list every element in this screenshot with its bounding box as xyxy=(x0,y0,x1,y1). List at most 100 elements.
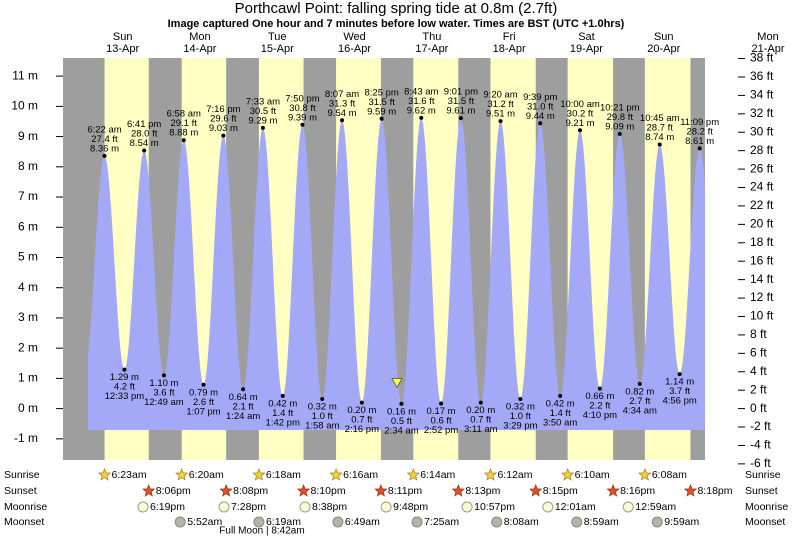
y2-tick-label: 20 ft xyxy=(750,217,774,231)
tide-label: 0.32 m xyxy=(308,401,337,412)
tide-label: 0.66 m xyxy=(585,391,614,402)
sunrise-time: 6:14am xyxy=(420,469,455,481)
day-date: 14-Apr xyxy=(183,43,216,55)
sunrise-time: 6:10am xyxy=(575,469,610,481)
row-label: Sunset xyxy=(4,485,37,497)
tide-extreme xyxy=(558,393,563,398)
tide-label: 0.42 m xyxy=(268,398,297,409)
moonset-time: 6:49am xyxy=(345,516,380,528)
tide-extreme xyxy=(122,367,127,372)
moonrise-icon xyxy=(461,501,473,513)
y-tick-label: 2 m xyxy=(18,340,38,354)
tide-label: 3:29 pm xyxy=(503,420,537,431)
y2-tick-label: 12 ft xyxy=(750,290,774,304)
day-name: Sun xyxy=(113,31,133,43)
tide-label: 3:50 am xyxy=(543,417,577,428)
tide-label: 1.4 ft xyxy=(272,408,293,419)
tide-extreme xyxy=(359,400,364,405)
y2-tick-label: 36 ft xyxy=(750,69,774,83)
tide-label: 9.09 m xyxy=(605,121,634,132)
moonset-icon xyxy=(571,516,583,528)
sunrise-icon xyxy=(252,468,266,481)
tide-extreme xyxy=(399,401,404,406)
tide-label: 4:34 am xyxy=(623,405,657,416)
y2-tick-label: 22 ft xyxy=(750,198,774,212)
sunset-time: 8:13pm xyxy=(465,485,500,497)
tide-label: 0.42 m xyxy=(546,398,575,409)
day-date: 13-Apr xyxy=(106,43,139,55)
tide-label: 12:49 am xyxy=(144,397,184,408)
chart-subtitle: Image captured One hour and 7 minutes be… xyxy=(168,18,625,30)
tide-label: 7:16 pm xyxy=(206,104,240,115)
chart-title: Porthcawl Point: falling spring tide at … xyxy=(235,0,558,17)
tide-label: 9.59 m xyxy=(367,106,396,117)
tide-label: 8.61 m xyxy=(685,136,714,147)
moonset-icon xyxy=(174,516,186,528)
day-name: Tue xyxy=(268,31,287,43)
tide-label: 4.2 ft xyxy=(114,382,135,393)
tide-label: 0.16 m xyxy=(387,406,416,417)
moonset-icon xyxy=(491,516,503,528)
y2-tick-label: 26 ft xyxy=(750,161,774,175)
tide-extreme xyxy=(498,119,503,124)
sunrise-icon xyxy=(483,468,498,481)
moonrise-time: 6:19pm xyxy=(150,501,185,513)
tide-extreme xyxy=(617,131,622,136)
tide-label: 30.5 ft xyxy=(250,106,277,117)
tide-label: 8:07 am xyxy=(325,89,359,100)
tide-label: 2:16 pm xyxy=(345,424,379,435)
sunrise-time: 6:16am xyxy=(343,469,378,481)
tide-label: 30.2 ft xyxy=(567,108,594,119)
sunset-icon xyxy=(219,484,233,497)
tide-extreme xyxy=(181,138,186,143)
tide-label: 31.5 ft xyxy=(448,96,475,107)
row-label: Moonset xyxy=(4,516,44,528)
y2-tick-label: 8 ft xyxy=(750,327,767,341)
tide-label: 31.0 ft xyxy=(527,101,554,112)
day-date: 19-Apr xyxy=(570,43,603,55)
sunset-icon xyxy=(529,484,543,497)
sunset-icon xyxy=(606,484,620,497)
tide-label: 27.4 ft xyxy=(91,134,118,145)
tide-label: 31.2 ft xyxy=(487,99,514,110)
tide-extreme xyxy=(379,116,384,121)
sunrise-icon xyxy=(329,468,343,481)
tide-label: 9.61 m xyxy=(446,106,475,117)
tide-extreme xyxy=(241,387,246,392)
sunset-time: 8:18pm xyxy=(697,485,732,497)
moonset-time: 8:08am xyxy=(504,516,539,528)
moonrise-time: 7:28pm xyxy=(231,501,266,513)
tide-label: 4:56 pm xyxy=(662,396,696,407)
tide-label: 8.74 m xyxy=(645,132,674,143)
tide-label: 0.6 ft xyxy=(431,415,452,426)
tide-extreme xyxy=(340,118,345,123)
tide-label: 3:11 am xyxy=(464,424,498,435)
tide-label: 9.44 m xyxy=(526,111,555,122)
y-tick-label: 10 m xyxy=(11,99,38,113)
day-name: Thu xyxy=(422,31,441,43)
y2-tick-label: -4 ft xyxy=(750,438,771,452)
moonset-time: 5:52am xyxy=(187,516,222,528)
tide-extreme xyxy=(538,121,543,126)
tide-label: 9:01 pm xyxy=(444,87,478,98)
tide-label: 7:33 am xyxy=(246,96,280,107)
y-tick-label: 5 m xyxy=(18,250,38,264)
tide-label: 1.10 m xyxy=(149,378,178,389)
tide-label: 9.39 m xyxy=(288,112,317,123)
moonset-time: 8:59am xyxy=(584,516,619,528)
sunrise-icon xyxy=(175,468,189,481)
tide-label: 11:09 pm xyxy=(680,117,719,128)
tide-label: 0.5 ft xyxy=(391,416,412,427)
full-moon-note: Full Moon | 8:42am xyxy=(219,526,304,537)
tide-label: 9.54 m xyxy=(328,108,357,119)
day-date: 17-Apr xyxy=(415,43,448,55)
tide-extreme xyxy=(201,382,206,387)
tide-label: 0.82 m xyxy=(625,386,654,397)
sunset-time: 8:15pm xyxy=(543,485,578,497)
tide-label: 1.14 m xyxy=(665,377,694,388)
tide-label: 6:41 pm xyxy=(127,119,161,130)
tide-extreme xyxy=(419,115,424,120)
y2-tick-label: 16 ft xyxy=(750,253,774,267)
tide-label: 9.62 m xyxy=(407,105,436,116)
y-tick-label: 11 m xyxy=(12,68,38,82)
